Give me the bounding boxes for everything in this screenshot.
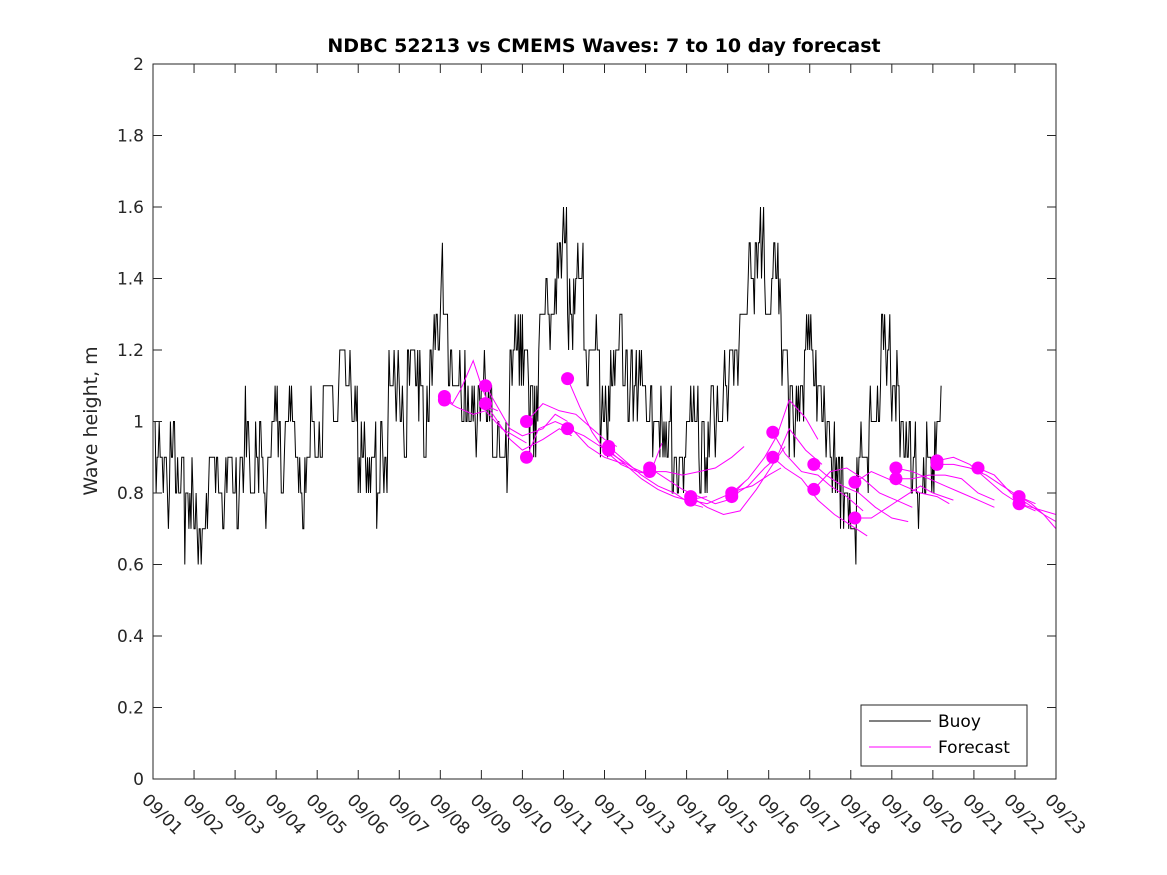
- y-tick-label: 1.2: [117, 341, 144, 361]
- y-tick-label: 0.6: [117, 556, 144, 576]
- forecast-start-marker-22: [889, 461, 903, 475]
- forecast-start-marker-25: [930, 457, 944, 471]
- y-tick-label: 0: [133, 770, 144, 790]
- forecast-start-marker-17: [766, 450, 780, 464]
- forecast-start-marker-7: [561, 422, 575, 436]
- forecast-start-marker-2: [478, 379, 492, 393]
- series-layer: [153, 206, 1056, 565]
- legend-buoy-label: Buoy: [938, 712, 981, 732]
- y-tick-label: 0.8: [117, 484, 144, 504]
- forecast-start-marker-13: [684, 493, 698, 507]
- forecast-line-12: [690, 446, 786, 516]
- legend-forecast-label: Forecast: [938, 738, 1010, 758]
- forecast-start-marker-18: [807, 457, 821, 471]
- forecast-start-marker-21: [848, 511, 862, 525]
- y-tick-label: 1.8: [117, 127, 144, 147]
- forecast-start-marker-16: [766, 425, 780, 439]
- forecast-start-marker-28: [1012, 497, 1026, 511]
- forecast-line-11: [649, 446, 745, 476]
- y-tick-label: 0.2: [117, 699, 144, 719]
- forecast-start-marker-11: [643, 465, 657, 479]
- chart-title: NDBC 52213 vs CMEMS Waves: 7 to 10 day f…: [327, 35, 880, 57]
- legend: Buoy Forecast: [860, 704, 1028, 767]
- forecast-start-marker-23: [889, 472, 903, 486]
- forecast-start-marker-19: [807, 482, 821, 496]
- forecast-start-marker-15: [725, 490, 739, 504]
- forecast-start-marker-6: [561, 372, 575, 386]
- forecast-line-4: [526, 402, 618, 447]
- forecast-line-2: [485, 385, 568, 437]
- forecast-start-marker-5: [520, 450, 534, 464]
- forecast-line-3: [485, 403, 572, 451]
- forecast-line-16: [772, 431, 864, 512]
- forecast-line-21: [854, 485, 954, 519]
- y-tick-label: 1.4: [117, 270, 144, 290]
- forecast-line-22: [895, 467, 995, 508]
- forecast-start-marker-1: [437, 393, 451, 407]
- forecast-start-marker-4: [520, 415, 534, 428]
- y-tick-label: 1.6: [117, 198, 144, 218]
- y-axis-label: Wave height, m: [80, 346, 102, 495]
- forecast-line-20: [854, 471, 950, 505]
- forecast-start-marker-3: [478, 397, 492, 411]
- y-tick-label: 0.4: [117, 627, 144, 647]
- forecast-line-18: [813, 464, 909, 523]
- forecast-start-marker-26: [971, 461, 985, 475]
- forecast-start-marker-20: [848, 475, 862, 489]
- forecast-line-13: [690, 467, 782, 505]
- forecast-line-1: [444, 399, 527, 444]
- y-tick-label: 2: [133, 55, 144, 75]
- forecast-start-marker-9: [602, 443, 616, 457]
- forecast-line-19: [813, 467, 913, 508]
- legend-box: [860, 704, 1028, 767]
- y-tick-label: 1: [133, 413, 144, 433]
- buoy-line: [153, 206, 942, 565]
- forecast-line-23: [895, 474, 995, 501]
- forecast-line-17: [772, 456, 868, 537]
